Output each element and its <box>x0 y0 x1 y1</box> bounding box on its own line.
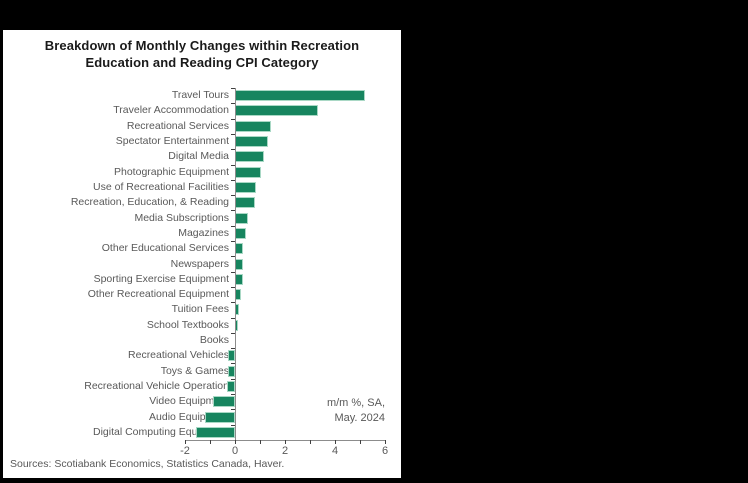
y-axis-tick <box>231 133 235 135</box>
y-axis-tick <box>231 179 235 181</box>
y-axis-tick <box>231 302 235 304</box>
bar <box>235 151 264 163</box>
bar <box>226 380 235 392</box>
category-label: Video Equipment <box>149 395 229 408</box>
bar <box>205 411 235 423</box>
category-label: Photographic Equipment <box>114 165 229 178</box>
bar <box>235 136 268 148</box>
y-axis-tick <box>231 210 235 212</box>
y-axis-tick <box>231 88 235 89</box>
y-axis-tick <box>231 348 235 350</box>
y-axis-tick <box>231 103 235 105</box>
category-label: Magazines <box>178 226 229 239</box>
y-axis-tick <box>231 317 235 319</box>
bar <box>213 396 235 408</box>
y-axis-tick <box>231 378 235 380</box>
y-axis-tick <box>231 225 235 227</box>
bar <box>235 227 247 239</box>
category-label: Tuition Fees <box>171 303 229 316</box>
x-axis-tick <box>310 440 311 444</box>
y-axis-tick <box>231 363 235 365</box>
x-axis-tick <box>185 440 186 444</box>
y-axis-tick <box>231 164 235 166</box>
x-axis-tick <box>285 440 286 444</box>
bar-chart-plot: Travel Tours Traveler Accommodation Recrea… <box>3 30 401 478</box>
bar <box>227 350 235 362</box>
x-axis-tick <box>360 440 361 444</box>
category-label: Media Subscriptions <box>134 211 229 224</box>
y-axis-tick <box>231 195 235 197</box>
bar <box>235 258 244 270</box>
x-axis-tick <box>210 440 211 444</box>
bar <box>235 197 255 209</box>
y-axis-tick <box>231 149 235 151</box>
category-label: Sporting Exercise Equipment <box>93 272 229 285</box>
bar <box>235 105 318 117</box>
y-axis-tick <box>231 394 235 396</box>
annotation-line1: m/m %, SA, <box>326 397 385 409</box>
y-axis-tick <box>231 256 235 258</box>
bar <box>235 212 248 224</box>
bar <box>196 426 235 438</box>
y-axis-tick <box>231 271 235 273</box>
category-label: Audio Equipment <box>149 410 229 423</box>
category-label: Digital Computing Equipment <box>93 425 229 438</box>
y-axis-line <box>235 88 236 440</box>
y-axis-tick <box>231 286 235 288</box>
category-label: Traveler Accommodation <box>113 104 229 117</box>
annotation-line2: May. 2024 <box>334 411 385 424</box>
y-axis-tick <box>231 118 235 120</box>
bar <box>235 273 243 285</box>
chart-title-line1: Breakdown of Monthly Changes within Recr… <box>44 38 360 53</box>
x-tick-label: 6 <box>381 445 389 457</box>
bar <box>235 120 272 132</box>
y-axis-tick <box>231 409 235 411</box>
x-tick-label: 0 <box>231 445 239 457</box>
y-axis-tick <box>231 424 235 426</box>
bar <box>228 365 235 377</box>
y-axis-tick <box>231 332 235 334</box>
bar <box>235 243 243 255</box>
chart-title: Breakdown of Monthly Changes within Recr… <box>7 37 397 71</box>
category-label: Books <box>199 334 229 347</box>
source-note: Sources: Scotiabank Economics, Statistic… <box>10 458 285 470</box>
category-label: Recreational Vehicle Operation <box>84 379 229 392</box>
chart-title-line2: Education and Reading CPI Category <box>85 55 319 70</box>
category-label: Travel Tours <box>171 89 229 102</box>
bar <box>235 90 365 102</box>
x-axis-tick <box>335 440 336 444</box>
category-label: Digital Media <box>168 150 229 163</box>
category-label: Newspapers <box>170 257 229 270</box>
category-label: Recreational Vehicles <box>128 349 229 362</box>
category-label: Toys & Games <box>160 364 229 377</box>
chart-annotation: m/m %, SA, May. 2024 <box>327 396 385 425</box>
x-axis-tick <box>260 440 261 444</box>
category-label: Use of Recreational Facilities <box>93 180 229 193</box>
category-label: School Textbooks <box>146 318 229 331</box>
category-label: Recreation, Education, & Reading <box>70 196 229 209</box>
category-label: Recreational Services <box>126 119 229 132</box>
bar <box>235 181 257 193</box>
category-label: Spectator Entertainment <box>115 135 229 148</box>
category-label: Other Recreational Equipment <box>87 288 229 301</box>
y-axis-tick <box>231 241 235 243</box>
x-tick-label: 4 <box>331 445 339 457</box>
x-axis-tick <box>385 440 386 444</box>
x-tick-label: -2 <box>180 445 190 457</box>
category-label: Other Educational Services <box>101 242 229 255</box>
chart-panel: Breakdown of Monthly Changes within Recr… <box>3 30 401 478</box>
bar <box>235 166 262 178</box>
x-tick-label: 2 <box>281 445 289 457</box>
x-axis-tick <box>235 440 236 444</box>
